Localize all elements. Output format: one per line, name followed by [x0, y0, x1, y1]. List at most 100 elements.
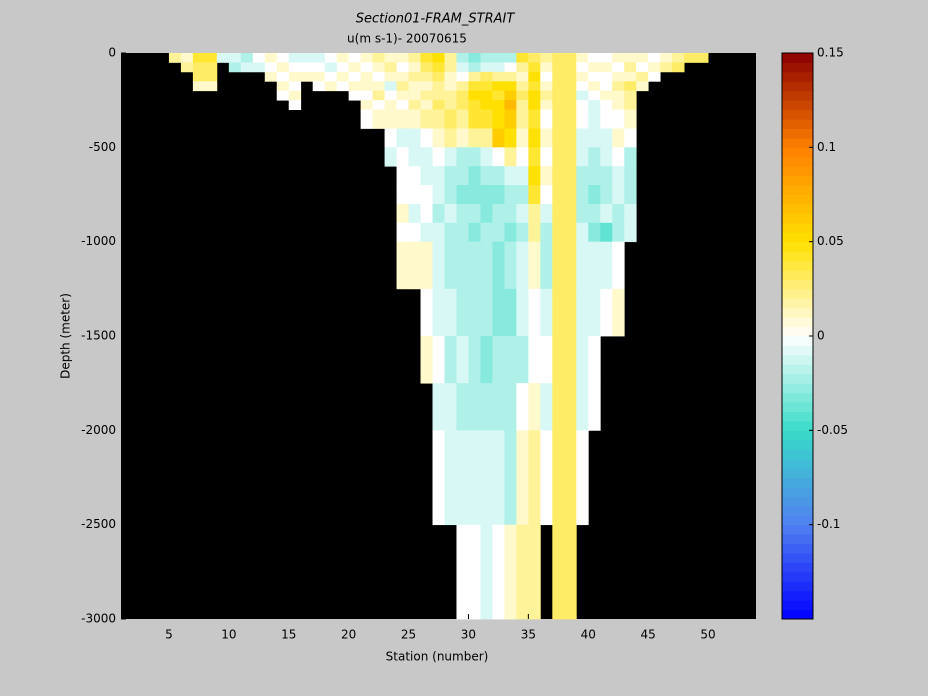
cell [456, 185, 469, 205]
cell [300, 53, 314, 63]
cell [324, 71, 338, 82]
cell [228, 53, 242, 63]
colorbar-swatch [782, 298, 813, 309]
cell [396, 90, 409, 101]
cell [504, 203, 517, 224]
cell [600, 90, 613, 101]
cell [552, 100, 565, 110]
cell [432, 336, 445, 384]
cell [540, 288, 553, 337]
cell [564, 128, 577, 148]
cell [528, 524, 541, 620]
cell [300, 62, 314, 73]
colorbar-swatch [782, 119, 813, 129]
cell [288, 71, 302, 82]
cell [564, 241, 577, 290]
cell [588, 53, 601, 63]
cell [288, 100, 302, 110]
cell [324, 81, 338, 92]
cell [456, 71, 469, 82]
colorbar-swatch [782, 486, 813, 497]
cell [504, 71, 517, 82]
cell [576, 383, 589, 431]
cell [396, 147, 409, 167]
colorbar-swatch [782, 336, 813, 346]
cell [312, 81, 326, 92]
cell [480, 62, 493, 73]
cell [468, 62, 481, 73]
cell [468, 185, 481, 205]
chart-title: Section01-FRAM_STRAIT [356, 12, 516, 27]
colorbar-swatch [782, 505, 813, 516]
cell [552, 71, 565, 82]
cell [360, 81, 374, 92]
cell [504, 524, 517, 620]
colorbar-swatch [782, 203, 813, 214]
cell [420, 128, 433, 148]
cell [492, 81, 505, 92]
cell [540, 383, 553, 431]
cell [600, 288, 613, 337]
cell [648, 62, 661, 73]
cell [612, 90, 625, 101]
cell [576, 147, 589, 167]
cell [420, 185, 433, 205]
colorbar-swatch [782, 373, 813, 384]
cell [504, 383, 517, 431]
cell [624, 166, 637, 186]
cell [420, 222, 433, 243]
x-tick-label: 15 [281, 628, 296, 642]
colorbar-swatch [782, 552, 813, 563]
x-tick-label: 45 [641, 628, 656, 642]
cell [528, 100, 541, 110]
cell [456, 166, 469, 186]
colorbar-swatch [782, 600, 813, 611]
cell [492, 430, 505, 526]
cell [600, 81, 613, 92]
cell [492, 336, 505, 384]
cell [456, 222, 469, 243]
cell [480, 53, 493, 63]
cell [420, 81, 433, 92]
cell [360, 71, 374, 82]
cell [564, 147, 577, 167]
cell [516, 288, 529, 337]
cell [456, 109, 469, 129]
cell [504, 336, 517, 384]
cell [612, 241, 625, 290]
cell [204, 53, 218, 63]
cell [396, 166, 409, 186]
colorbar-swatch [782, 562, 813, 573]
colorbar-swatch [782, 137, 813, 148]
cell [600, 100, 613, 110]
chart-subtitle: u(m s-1)- 20070615 [347, 32, 467, 46]
cell [468, 53, 481, 63]
cell [420, 203, 433, 224]
cell [516, 524, 529, 620]
cell [432, 71, 445, 82]
cell [588, 62, 601, 73]
cell [468, 222, 481, 243]
cell [552, 203, 565, 224]
cell [516, 81, 529, 92]
colorbar-swatch [782, 62, 813, 73]
x-tick-label: 5 [165, 628, 173, 642]
cell [612, 166, 625, 186]
cell [456, 90, 469, 101]
cell [360, 100, 374, 110]
cell [516, 71, 529, 82]
cell [624, 147, 637, 167]
cell [456, 53, 469, 63]
colorbar-swatch [782, 194, 813, 205]
cell [264, 53, 278, 63]
cell [480, 71, 493, 82]
cell [300, 71, 314, 82]
cell [192, 71, 206, 82]
colorbar-swatch [782, 90, 813, 101]
cell [564, 185, 577, 205]
cell [420, 241, 433, 290]
cell [600, 222, 613, 243]
colorbar-swatch [782, 241, 813, 252]
cell [624, 71, 637, 82]
cell [588, 288, 601, 337]
